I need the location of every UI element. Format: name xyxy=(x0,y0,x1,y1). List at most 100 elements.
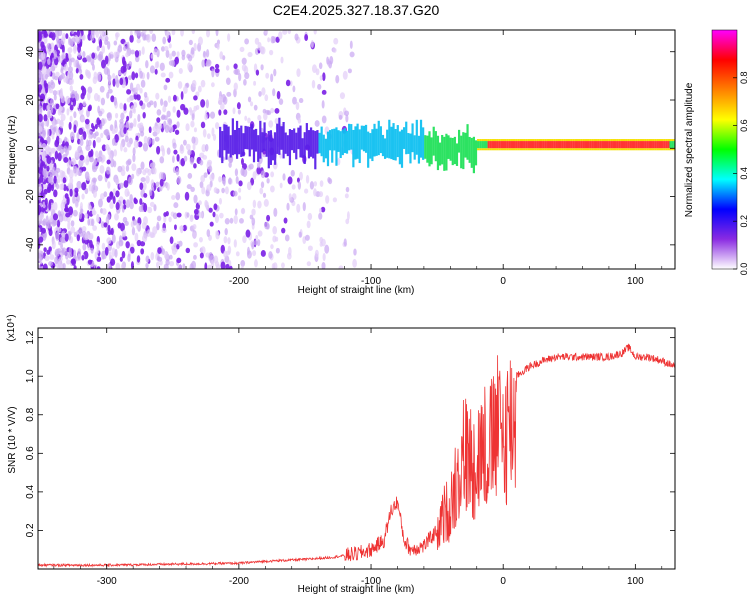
x-tick-label: 100 xyxy=(627,276,644,287)
heatmap-cell xyxy=(183,139,187,146)
heatmap-cell xyxy=(70,220,75,227)
heatmap-ridge-edge xyxy=(540,148,543,151)
heatmap-cell xyxy=(219,212,224,219)
heatmap-ridge-edge xyxy=(529,139,533,142)
heatmap-cell xyxy=(41,60,45,66)
heatmap-cell xyxy=(80,116,86,123)
heatmap-cell xyxy=(64,136,68,143)
snr-y-axis-label: SNR (10 * V/V) xyxy=(7,406,18,473)
heatmap-ridge-cell xyxy=(246,126,249,150)
heatmap-ridge-cell xyxy=(360,125,363,150)
heatmap-cell xyxy=(166,147,171,155)
heatmap-cell xyxy=(129,110,133,119)
heatmap-cell xyxy=(82,243,87,251)
heatmap-ridge-cell xyxy=(417,135,421,164)
heatmap-cell xyxy=(137,113,141,123)
heatmap-ridge-cell xyxy=(631,141,634,149)
heatmap-cell xyxy=(73,231,77,237)
heatmap-ridge-cell xyxy=(589,141,592,149)
heatmap-cell xyxy=(168,216,172,223)
heatmap-ridge-cell xyxy=(481,141,484,149)
heatmap-cell xyxy=(272,226,278,235)
heatmap-ridge-cell xyxy=(540,141,543,149)
heatmap-cell xyxy=(129,193,133,203)
heatmap-cell xyxy=(123,103,127,111)
heatmap-cell xyxy=(104,128,110,137)
heatmap-ridge-cell xyxy=(293,128,296,153)
heatmap-ridge-cell xyxy=(413,135,416,160)
heatmap-ridge-cell xyxy=(510,141,514,149)
heatmap-ridge-edge xyxy=(557,139,560,142)
heatmap-ridge-cell xyxy=(407,133,410,154)
heatmap-cell xyxy=(46,186,51,194)
heatmap-cell xyxy=(137,141,143,148)
heatmap-cell xyxy=(59,119,64,129)
heatmap-ridge-cell xyxy=(470,137,473,168)
heatmap-cell xyxy=(67,220,71,230)
heatmap-ridge-edge xyxy=(652,139,655,142)
heatmap-cell xyxy=(97,156,103,162)
heatmap-ridge-edge xyxy=(563,148,566,151)
heatmap-cell xyxy=(273,262,278,269)
heatmap-cell xyxy=(264,94,269,102)
heatmap-cell xyxy=(185,143,191,151)
heatmap-cell xyxy=(221,176,226,185)
heatmap-ridge-edge xyxy=(479,148,482,151)
heatmap-cell xyxy=(106,237,112,245)
heatmap-cell xyxy=(64,251,69,260)
heatmap-cell xyxy=(136,255,141,263)
heatmap-ridge-cell xyxy=(584,141,588,149)
heatmap-cell xyxy=(275,247,280,254)
heatmap-cell xyxy=(201,59,206,68)
heatmap-cell xyxy=(150,54,154,59)
heatmap-cell xyxy=(145,60,149,69)
heatmap-cell xyxy=(241,158,244,166)
heatmap-cell xyxy=(92,225,97,231)
heatmap-ridge-edge xyxy=(620,148,624,151)
heatmap-cell xyxy=(111,137,116,146)
heatmap-ridge-edge xyxy=(574,148,577,151)
heatmap-ridge-cell xyxy=(235,120,239,159)
heatmap-cell xyxy=(221,187,225,194)
heatmap-ridge-edge xyxy=(629,148,632,151)
heatmap-ridge-edge xyxy=(479,139,482,142)
heatmap-cell xyxy=(282,30,288,35)
heatmap-cell xyxy=(139,182,144,191)
heatmap-cell xyxy=(249,101,254,107)
heatmap-cell xyxy=(313,30,317,35)
heatmap-cell xyxy=(114,248,118,258)
heatmap-cell xyxy=(318,212,323,220)
heatmap-cell xyxy=(112,188,116,195)
heatmap-ridge-cell xyxy=(432,126,435,156)
heatmap-cell xyxy=(77,253,81,260)
heatmap-cell xyxy=(200,174,206,183)
heatmap-cell xyxy=(150,179,155,187)
heatmap-ridge-edge xyxy=(665,148,668,151)
heatmap-cell xyxy=(297,181,302,190)
heatmap-cell xyxy=(141,222,147,230)
heatmap-cell xyxy=(284,234,290,242)
colorbar-tick-label: 0.8 xyxy=(739,72,749,85)
heatmap-cell xyxy=(209,221,214,227)
heatmap-cell xyxy=(203,172,208,178)
heatmap-cell xyxy=(85,70,91,79)
heatmap-cell xyxy=(119,142,123,152)
heatmap-cell xyxy=(107,224,111,233)
heatmap-ridge-cell xyxy=(219,126,222,158)
heatmap-ridge-cell xyxy=(629,141,632,149)
heatmap-cell xyxy=(268,120,274,128)
heatmap-ridge-cell xyxy=(316,130,319,154)
heatmap-ridge-cell xyxy=(506,141,509,149)
heatmap-cell xyxy=(38,125,43,133)
heatmap-ridge-cell xyxy=(532,141,535,149)
heatmap-cell xyxy=(216,42,220,50)
heatmap-ridge-edge xyxy=(487,139,490,142)
y-tick-label: 0.8 xyxy=(25,407,36,421)
heatmap-ridge-cell xyxy=(449,137,452,161)
heatmap-cell xyxy=(61,54,65,60)
heatmap-cell xyxy=(262,108,267,114)
heatmap-cell xyxy=(244,38,250,45)
heatmap-cell xyxy=(173,242,177,248)
heatmap-ridge-cell xyxy=(521,141,524,149)
heatmap-cell xyxy=(85,55,91,61)
